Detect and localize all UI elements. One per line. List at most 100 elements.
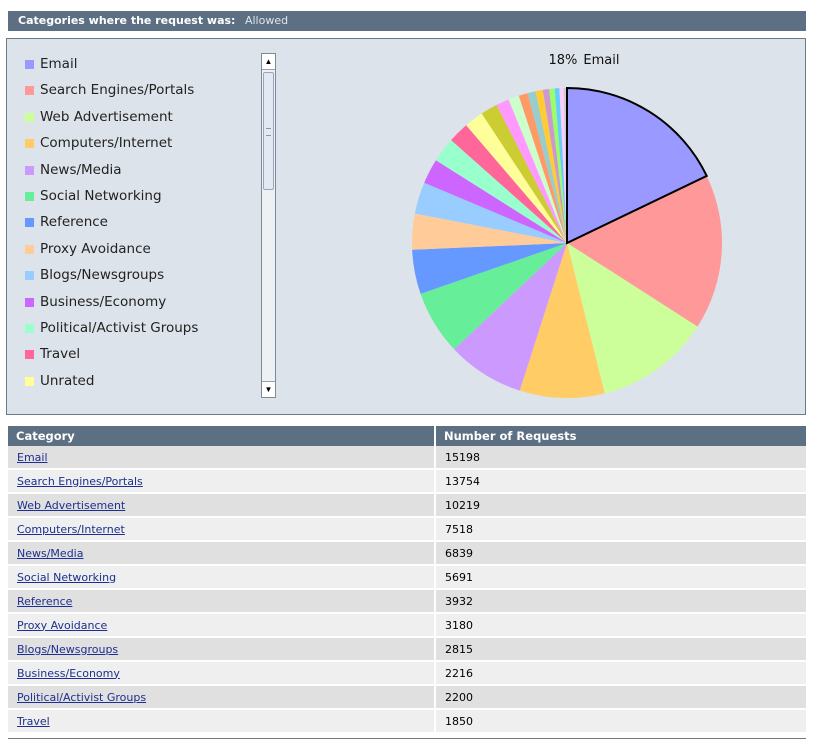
legend-item: Social Networking [20,183,265,209]
pie-slice[interactable] [481,104,567,243]
pie-slice[interactable] [412,213,567,250]
legend-swatch [25,86,34,96]
scroll-up-button[interactable]: ▲ [262,54,275,70]
pie-slice[interactable] [567,175,722,327]
pie-slice[interactable] [451,125,567,243]
scroll-down-button[interactable]: ▼ [262,381,275,397]
table-bottom-rule [8,738,806,739]
pie-slice[interactable] [412,243,567,294]
table-row: Reference 3932 [8,589,806,614]
pie-slice[interactable] [496,99,567,243]
pie-slice[interactable] [542,89,567,243]
pie-slice[interactable] [559,88,567,243]
pie-slice[interactable] [567,243,698,394]
legend-swatch [25,112,34,122]
category-table: Category Number of Requests Email 15198 Se… [8,426,806,734]
requests-cell: 6839 [435,541,806,566]
requests-column-header: Number of Requests [435,426,806,446]
legend-list: Email Search Engines/Portals Web Advertise… [20,51,265,394]
table-row: Political/Activist Groups 2200 [8,685,806,710]
category-link[interactable]: News/Media [17,546,84,560]
category-link[interactable]: Business/Economy [17,666,120,680]
pie-chart [412,86,722,398]
pie-highlight-category: Email [583,53,620,68]
pie-slice[interactable] [466,113,567,243]
pie-slice[interactable] [420,243,567,350]
category-link[interactable]: Computers/Internet [17,522,125,536]
pie-slice[interactable] [414,182,567,243]
category-link[interactable]: Blogs/Newsgroups [17,642,119,656]
category-link[interactable]: Web Advertisement [17,498,126,512]
legend-label: Web Advertisement [40,108,173,125]
legend-item: Unrated [20,368,265,394]
legend-swatch [25,218,34,228]
legend-swatch [25,191,34,201]
category-link[interactable]: Proxy Avoidance [17,618,108,632]
table-row: Computers/Internet 7518 [8,517,806,542]
category-cell: Political/Activist Groups [8,685,436,710]
legend-swatch [25,244,34,254]
requests-cell: 10219 [435,493,806,518]
legend-item: Reference [20,209,265,235]
legend-label: Travel [40,346,81,363]
category-link[interactable]: Email [17,450,48,464]
header-value: Allowed [244,14,289,27]
pie-slice[interactable] [435,140,567,243]
legend-item: Computers/Internet [20,130,265,156]
legend-swatch [25,139,34,149]
legend-swatch [25,297,34,307]
pie-slice[interactable] [554,88,567,244]
pie-slice[interactable] [535,89,567,244]
legend-swatch [25,165,34,175]
category-cell: Blogs/Newsgroups [8,637,436,662]
category-cell: Search Engines/Portals [8,469,436,494]
pie-slice[interactable] [518,93,567,243]
legend-label: Reference [40,214,108,231]
category-cell: Reference [8,589,436,614]
category-cell: News/Media [8,541,436,566]
requests-cell: 15198 [435,446,806,470]
pie-slice[interactable] [454,243,567,391]
category-link[interactable]: Travel [17,714,50,728]
legend-label: Computers/Internet [40,135,173,152]
category-cell: Web Advertisement [8,493,436,518]
header-label: Categories where the request was: [18,14,236,27]
table-row: Web Advertisement 10219 [8,493,806,518]
category-link[interactable]: Social Networking [17,570,117,584]
requests-cell: 2815 [435,637,806,662]
grip-icon [266,128,271,136]
pie-highlight-label: 18% Email [517,53,657,68]
category-cell: Computers/Internet [8,517,436,542]
category-link[interactable]: Search Engines/Portals [17,474,143,488]
table-row: Social Networking 5691 [8,565,806,590]
legend-swatch [25,376,34,386]
requests-cell: 7518 [435,517,806,542]
pie-slice[interactable] [527,91,567,243]
category-cell: Email [8,446,436,470]
requests-cell: 5691 [435,565,806,590]
pie-slice[interactable] [508,95,567,243]
legend-label: Social Networking [40,187,162,204]
legend-swatch [25,60,34,69]
legend-label: Search Engines/Portals [40,82,195,99]
requests-cell: 13754 [435,469,806,494]
pie-slice[interactable] [424,160,567,243]
pie-slice[interactable] [566,86,709,245]
legend-swatch [25,350,34,360]
legend-item: Email [20,51,265,77]
pie-slice[interactable] [519,243,605,398]
category-cell: Proxy Avoidance [8,613,436,638]
legend-item: News/Media [20,157,265,183]
category-cell: Social Networking [8,565,436,590]
category-link[interactable]: Reference [17,594,73,608]
pie-slice[interactable] [549,88,567,244]
legend-label: Business/Economy [40,293,167,310]
legend-scrollbar[interactable]: ▲ ▼ [261,53,276,398]
category-link[interactable]: Political/Activist Groups [17,690,147,704]
table-row: Travel 1850 [8,709,806,734]
chart-panel: Email Search Engines/Portals Web Advertise… [6,38,806,415]
legend-swatch [25,271,34,281]
legend-swatch [25,323,34,333]
scroll-thumb[interactable] [263,72,274,190]
legend-label: Proxy Avoidance [40,240,151,257]
